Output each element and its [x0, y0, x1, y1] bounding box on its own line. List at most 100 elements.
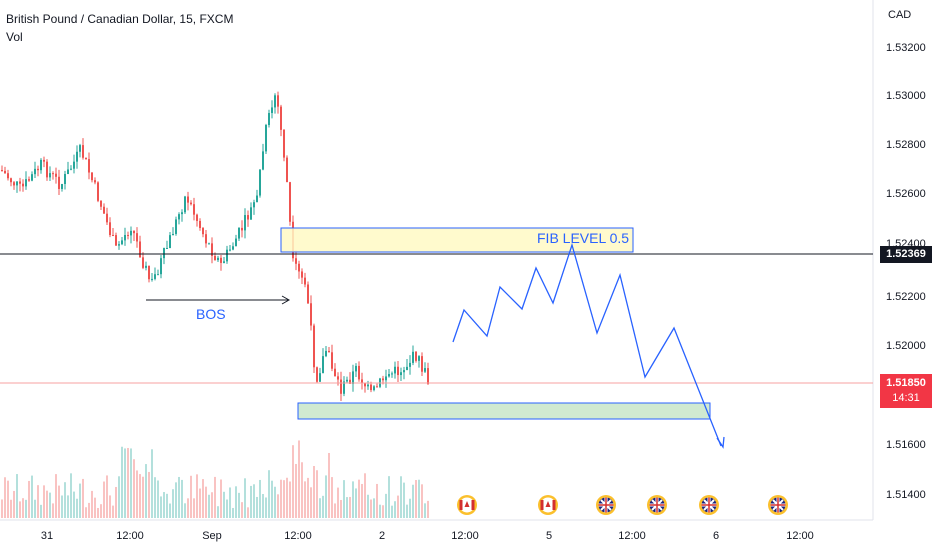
volume-bar: [406, 504, 408, 518]
volume-bar: [280, 479, 282, 518]
candle-body: [172, 233, 174, 236]
uk-flag-icon[interactable]: [596, 495, 616, 515]
candle-body: [121, 240, 123, 245]
candle-body: [151, 278, 153, 280]
price-axis-currency: CAD: [888, 9, 911, 21]
candle-body: [340, 379, 342, 394]
time-tick-label: Sep: [202, 530, 222, 542]
time-tick-label: 12:00: [618, 530, 646, 542]
symbol-title[interactable]: British Pound / Canadian Dollar, 15, FXC…: [6, 12, 234, 26]
candle-body: [208, 243, 210, 245]
candle-body: [67, 169, 69, 175]
volume-bar: [49, 492, 51, 518]
candle-body: [64, 174, 66, 185]
candle-body: [199, 220, 201, 229]
time-tick-label: 31: [41, 530, 53, 542]
candle-body: [427, 368, 429, 385]
time-tick-label: 12:00: [451, 530, 479, 542]
time-tick-label: 12:00: [786, 530, 814, 542]
volume-bar: [403, 482, 405, 518]
candle-body: [313, 325, 315, 368]
volume-bar: [106, 475, 108, 518]
uk-flag-icon[interactable]: [647, 495, 667, 515]
volume-bar: [286, 477, 288, 518]
volume-bar: [340, 499, 342, 518]
candle-body: [190, 202, 192, 205]
candle-body: [247, 215, 249, 220]
candle-body: [112, 235, 114, 237]
volume-bar: [328, 452, 330, 518]
candle-body: [136, 233, 138, 242]
bos-label: BOS: [196, 306, 226, 322]
candle-body: [214, 255, 216, 261]
canada-flag-icon[interactable]: [538, 495, 558, 515]
candle-body: [76, 151, 78, 162]
volume-bar: [178, 476, 180, 518]
candle-body: [1, 170, 3, 171]
candle-body: [295, 258, 297, 264]
volume-bar: [301, 462, 303, 518]
volume-bar: [97, 507, 99, 518]
volume-bar: [304, 481, 306, 518]
volume-bar: [319, 498, 321, 518]
fib-level-label: FIB LEVEL 0.5: [537, 230, 629, 246]
volume-bar: [37, 485, 39, 518]
volume-bar: [394, 501, 396, 518]
price-tick-label: 1.51400: [886, 489, 926, 501]
candle-body: [328, 350, 330, 353]
volume-bar: [112, 505, 114, 518]
candle-body: [397, 366, 399, 376]
volume-bar: [19, 501, 21, 518]
volume-bar: [346, 497, 348, 518]
uk-flag-icon[interactable]: [768, 495, 788, 515]
volume-bar: [376, 483, 378, 518]
candle-body: [286, 157, 288, 183]
volume-bar: [250, 485, 252, 518]
volume-bar: [76, 498, 78, 518]
candle-body: [361, 379, 363, 384]
current-price-badge: 1.51850 14:31: [880, 374, 932, 408]
projected-price-path[interactable]: [452, 242, 722, 447]
volume-bar: [85, 507, 87, 518]
candle-body: [310, 303, 312, 326]
volume-indicator-label[interactable]: Vol: [6, 30, 23, 44]
candle-body: [358, 365, 360, 380]
candle-body: [28, 179, 30, 181]
volume-bar: [235, 486, 237, 518]
candle-body: [196, 214, 198, 221]
volume-bar: [379, 504, 381, 518]
uk-flag-icon[interactable]: [699, 495, 719, 515]
time-tick-label: 6: [713, 530, 719, 542]
volume-bar: [67, 495, 69, 518]
demand-zone-rectangle[interactable]: [297, 402, 711, 420]
bos-arrow-head: [281, 295, 291, 305]
price-axis: 1.532001.530001.528001.526001.524001.522…: [886, 42, 926, 501]
price-tick-label: 1.53000: [886, 90, 926, 102]
candle-body: [364, 383, 366, 387]
candle-body: [385, 376, 387, 381]
volume-bar: [148, 471, 150, 518]
candle-body: [109, 222, 111, 236]
candle-body: [223, 261, 225, 263]
candle-body: [370, 384, 372, 391]
volume-bar: [10, 499, 12, 518]
volume-bar: [52, 503, 54, 518]
volume-bar: [229, 487, 231, 518]
time-tick-label: 5: [546, 530, 552, 542]
candle-body: [388, 374, 390, 377]
economic-events: [457, 495, 788, 515]
volume-bar: [136, 470, 138, 518]
volume-bar: [133, 459, 135, 518]
volume-bar: [139, 474, 141, 518]
candle-body: [376, 386, 378, 388]
candle-body: [256, 195, 258, 203]
fib-zone-rectangle[interactable]: [280, 227, 634, 253]
canada-flag-icon[interactable]: [457, 495, 477, 515]
candle-body: [40, 159, 42, 171]
volume-bar: [151, 449, 153, 518]
candle-body: [10, 178, 12, 183]
candle-body: [373, 386, 375, 391]
volume-bar: [100, 504, 102, 518]
candle-body: [211, 243, 213, 256]
